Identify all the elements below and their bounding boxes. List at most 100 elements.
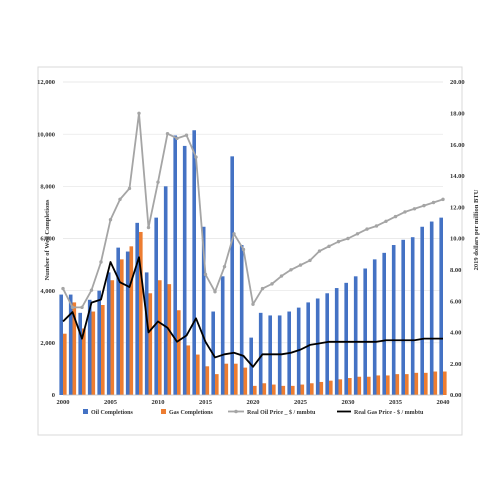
- left-tick-label: 4,000: [40, 288, 55, 295]
- real-oil-price-point: [403, 210, 407, 214]
- real-oil-price-point: [298, 263, 303, 267]
- oil-completions-bar: [258, 312, 263, 395]
- left-tick-label: 8,000: [40, 184, 55, 191]
- x-tick-label: 2000: [57, 399, 70, 406]
- oil-completions-bar: [68, 294, 73, 395]
- gas-completions-bar: [129, 246, 134, 395]
- left-tick-label: 2,000: [40, 340, 55, 347]
- gas-completions-bar: [101, 305, 105, 395]
- x-tick-label: 2030: [342, 399, 355, 406]
- right-tick-label: 6.00: [450, 298, 461, 305]
- x-tick-label: 2005: [104, 399, 118, 406]
- gas-completions-bar: [186, 345, 191, 395]
- oil-completions-bar: [78, 312, 82, 395]
- oil-completions-bar: [154, 217, 158, 395]
- gas-completions-bar: [82, 328, 86, 395]
- gas-completions-bar: [300, 384, 305, 395]
- gas-completions-bar: [395, 374, 400, 395]
- real-gas-price-polyline: [62, 256, 443, 368]
- oil-completions-bar: [182, 145, 187, 395]
- gas-completions-bar: [414, 372, 419, 395]
- gas-completions-bar: [291, 385, 295, 395]
- oil-completions-bar: [173, 135, 177, 396]
- real-oil-price-point: [241, 247, 246, 252]
- left-tick-label: 0: [52, 392, 55, 399]
- real-oil-price-point: [279, 274, 284, 278]
- right-tick-label: 0.00: [450, 392, 461, 399]
- left-tick-label: 12,000: [37, 79, 55, 86]
- oil-completions-bar: [363, 268, 367, 395]
- x-tick-label: 2040: [437, 399, 450, 406]
- gas-completions-bar: [348, 378, 352, 395]
- x-tick-label: 2015: [199, 399, 213, 406]
- gas-completions-bar: [262, 383, 267, 395]
- oil-completions-bar: [97, 290, 101, 395]
- right-tick-label: 4.00: [450, 330, 461, 337]
- gas-completions-bar: [386, 375, 390, 395]
- real-oil-price-point: [232, 232, 236, 236]
- oil-completions-bar: [344, 282, 348, 395]
- gas-completions-bar: [91, 311, 96, 395]
- real-oil-price-point: [327, 244, 331, 249]
- oil-completions-bar: [106, 272, 111, 395]
- real-oil-price-point: [355, 232, 360, 236]
- real-oil-price-point: [222, 264, 227, 269]
- real-gas-price-line: [62, 256, 443, 368]
- gas-completions-bar: [405, 374, 409, 395]
- gas-completions-bar: [329, 380, 333, 395]
- gas-completions-bar: [215, 374, 219, 395]
- oil-completions-bars: [59, 130, 443, 396]
- legend-label-gas-completions: Gas Completions: [169, 410, 214, 416]
- real-oil-price-point: [308, 258, 312, 263]
- gas-completions-bar: [224, 363, 229, 395]
- legend-marker-real-oil-price: [234, 409, 238, 414]
- oil-completions-bar: [249, 337, 253, 395]
- gas-completions-bar: [167, 284, 172, 395]
- real-oil-price-point: [61, 286, 65, 291]
- oil-completions-bar: [315, 298, 320, 395]
- gas-completions-bar: [234, 363, 238, 395]
- x-tick-label: 2025: [294, 399, 308, 406]
- legend-label-real-oil-price: Real Oil Price _ $ / mmbtu: [247, 409, 316, 416]
- real-oil-price-point: [80, 305, 84, 310]
- real-oil-price-point: [270, 282, 274, 286]
- gas-completions-bar: [310, 383, 314, 395]
- oil-completions-bar: [429, 221, 434, 395]
- right-axis-tick-labels: 0.00 2.00 4.00 6.00 8.00 10.00 12.00 14.00 16.00…: [450, 79, 465, 399]
- right-tick-label: 20.00: [450, 79, 465, 86]
- legend: Oil Completions Gas Completions Real Oil…: [83, 409, 424, 416]
- oil-completions-bar: [192, 130, 196, 396]
- x-tick-label: 2010: [152, 399, 165, 406]
- oil-completions-bar: [401, 239, 405, 395]
- x-axis-tick-labels: 2000 2005 2010 2015 2020 2025 2030 2035 2040: [57, 399, 450, 406]
- right-tick-label: 18.00: [450, 111, 465, 118]
- oil-completions-bar: [382, 252, 386, 395]
- gas-completions-bar: [357, 376, 362, 395]
- legend-swatch-gas-completions: [161, 409, 166, 414]
- right-tick-label: 12.00: [450, 204, 465, 211]
- oil-completions-bar: [163, 186, 168, 395]
- real-oil-price-point: [346, 236, 350, 241]
- gas-completions-bar: [110, 280, 115, 395]
- legend-label-real-gas-price: Real Gas Price - $ / mmbtu: [354, 409, 424, 416]
- real-oil-price-point: [365, 227, 369, 231]
- gas-completions-bar: [139, 231, 143, 395]
- gas-completions-bar: [72, 302, 77, 395]
- gas-completions-bar: [205, 366, 210, 395]
- oil-completions-bar: [239, 245, 244, 395]
- oil-completions-bar: [144, 272, 149, 395]
- real-oil-price-point: [70, 305, 75, 310]
- oil-completions-bar: [410, 237, 415, 395]
- right-tick-label: 16.00: [450, 142, 465, 149]
- real-oil-price-point: [99, 260, 103, 264]
- real-oil-price-point: [289, 268, 293, 272]
- oil-completions-bar: [296, 307, 301, 395]
- real-oil-price-point: [336, 239, 341, 244]
- oil-completions-bar: [125, 251, 130, 395]
- real-oil-price-point: [441, 197, 445, 202]
- oil-completions-bar: [353, 276, 358, 395]
- oil-completions-bar: [220, 276, 225, 395]
- left-axis-title: Number of Well Completions: [44, 199, 51, 280]
- right-tick-label: 10.00: [450, 236, 465, 243]
